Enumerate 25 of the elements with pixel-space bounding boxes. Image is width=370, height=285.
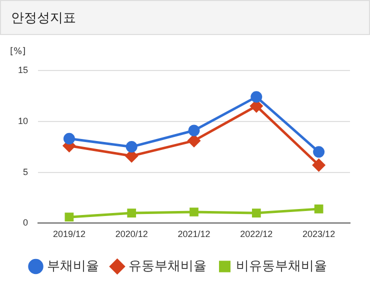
legend-label: 유동부채비율 <box>128 258 206 274</box>
point <box>250 91 262 103</box>
point <box>127 208 136 218</box>
point <box>188 124 200 136</box>
point <box>312 158 326 172</box>
y-tick-label: 0 <box>22 218 28 228</box>
y-tick-label: 15 <box>18 64 28 75</box>
point <box>252 208 261 218</box>
point <box>126 141 138 153</box>
x-tick-label: 2020/12 <box>115 229 148 240</box>
y-axis-title: [%] <box>10 47 26 57</box>
x-tick-label: 2023/12 <box>302 229 336 240</box>
point <box>64 212 74 222</box>
y-tick-label: 5 <box>22 166 28 177</box>
x-tick-label: 2021/12 <box>178 229 210 240</box>
point <box>314 204 324 214</box>
y-tick-label: 10 <box>18 116 28 126</box>
x-tick-label: 2022/12 <box>240 229 273 240</box>
legend-label: 비유동부채비율 <box>236 258 327 274</box>
point <box>63 132 75 144</box>
point <box>313 146 325 158</box>
chart-title: 안정성지표 <box>11 10 76 27</box>
x-tick-label: 2019/12 <box>52 229 86 240</box>
point <box>190 208 198 216</box>
legend-label: 부채비율 <box>46 258 99 274</box>
